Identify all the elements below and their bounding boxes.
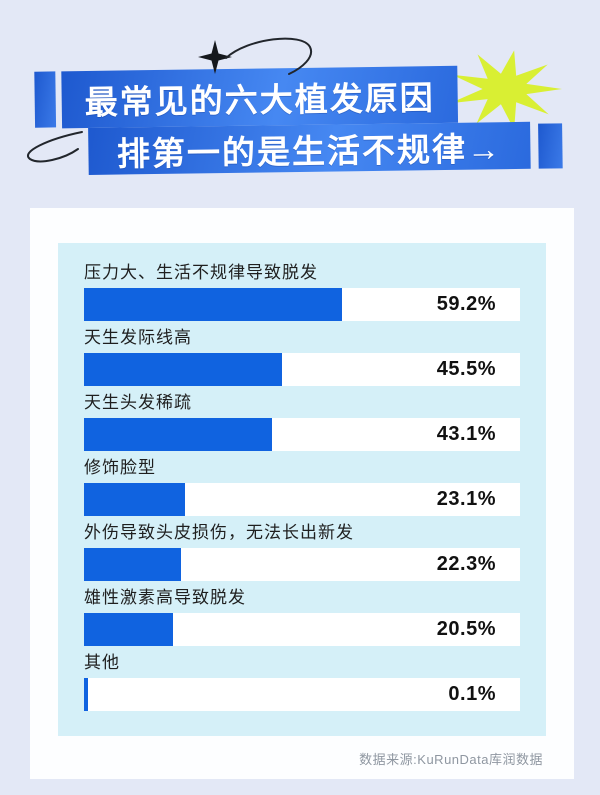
starburst-icon xyxy=(450,50,562,130)
bar-label: 天生头发稀疏 xyxy=(84,393,192,412)
underline-arc-icon xyxy=(27,131,83,163)
bar-fill xyxy=(84,418,272,451)
bar-label: 其他 xyxy=(84,653,120,672)
bar-label: 天生发际线高 xyxy=(84,328,192,347)
bar-fill xyxy=(84,288,343,321)
bar-value: 45.5% xyxy=(436,358,496,380)
bar-track: 22.3% xyxy=(84,548,520,581)
sparkle-star-icon xyxy=(198,40,232,74)
banner-left-accent xyxy=(34,71,57,128)
bar-label: 雄性激素高导致脱发 xyxy=(84,588,246,607)
data-source-note: 数据来源:KuRunData库润数据 xyxy=(359,752,543,767)
bar-row: 修饰脸型 23.1% xyxy=(84,457,520,516)
bar-label: 压力大、生活不规律导致脱发 xyxy=(84,263,318,282)
bar-fill xyxy=(84,548,182,581)
bar-fill xyxy=(84,483,185,516)
bar-track: 59.2% xyxy=(84,288,520,321)
bar-track: 20.5% xyxy=(84,613,520,646)
bar-row: 其他 0.1% xyxy=(84,652,520,711)
bar-fill xyxy=(84,613,174,646)
bar-row: 雄性激素高导致脱发 20.5% xyxy=(84,587,520,646)
swoosh-line-icon xyxy=(225,37,313,75)
bar-value: 20.5% xyxy=(436,618,496,640)
title-line2-text: 排第一的是生活不规律→ xyxy=(116,129,503,173)
bar-label: 修饰脸型 xyxy=(84,458,156,477)
bar-track: 23.1% xyxy=(84,483,520,516)
bar-label: 外伤导致头皮损伤，无法长出新发 xyxy=(84,523,354,542)
bar-fill xyxy=(84,678,88,711)
bar-row: 天生发际线高 45.5% xyxy=(84,327,520,386)
chart-card: 压力大、生活不规律导致脱发 59.2% 天生发际线高 45.5% 天生头 xyxy=(30,208,574,779)
bar-row: 外伤导致头皮损伤，无法长出新发 22.3% xyxy=(84,522,520,581)
bar-row: 压力大、生活不规律导致脱发 59.2% xyxy=(84,262,520,321)
bar-row: 天生头发稀疏 43.1% xyxy=(84,392,520,451)
bar-track: 43.1% xyxy=(84,418,520,451)
bar-value: 23.1% xyxy=(436,488,496,510)
bar-value: 22.3% xyxy=(436,553,496,575)
bar-value: 0.1% xyxy=(448,683,496,705)
bar-fill xyxy=(84,353,283,386)
chart-panel: 压力大、生活不规律导致脱发 59.2% 天生发际线高 45.5% 天生头 xyxy=(58,243,546,736)
bar-value: 43.1% xyxy=(436,423,496,445)
bar-track: 45.5% xyxy=(84,353,520,386)
bar-value: 59.2% xyxy=(436,293,496,315)
bar-track: 0.1% xyxy=(84,678,520,711)
